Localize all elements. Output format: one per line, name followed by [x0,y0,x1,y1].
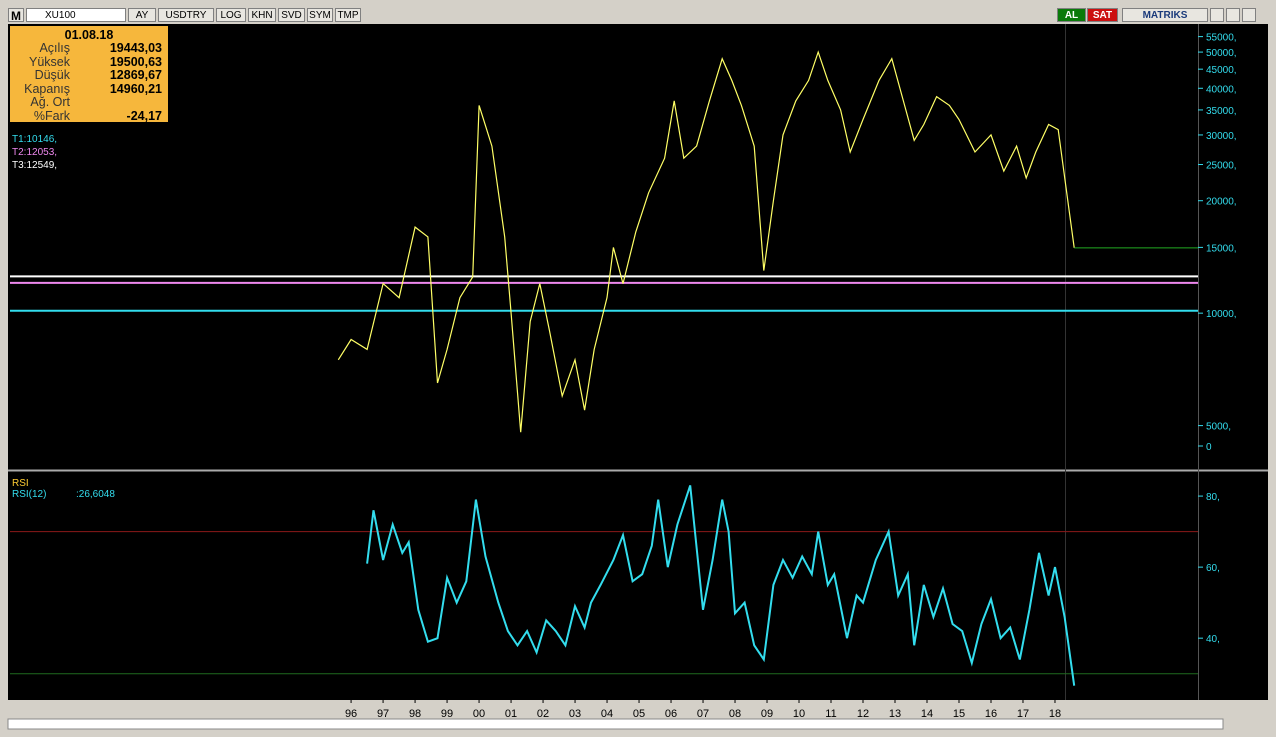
y-tick-label: 40, [1206,634,1220,645]
info-row: Kapanış 14960,21 [10,81,168,97]
info-label: %Fark [33,108,70,123]
y-tick-label: 40000, [1206,84,1237,95]
chart-bg [8,24,1268,700]
symbol-input[interactable]: XU100 [26,8,126,22]
window-button[interactable] [1210,8,1224,22]
info-value: 14960,21 [109,81,162,96]
x-tick-label: 13 [889,708,901,720]
info-label: Düşük [34,68,70,82]
level-label: T3:12549, [12,160,57,171]
info-row: Açılış 19443,03 [10,41,168,56]
level-label: T2:12053, [12,147,57,158]
x-tick-label: 11 [825,708,836,720]
info-label: Kapanış [24,81,70,96]
info-row: %Fark -24,17 [10,108,168,124]
x-tick-label: 18 [1049,708,1061,720]
toolbar-button[interactable]: USDTRY [158,8,214,22]
window-button[interactable] [1242,8,1256,22]
y-tick-label: 60, [1206,563,1220,574]
y-tick-label: 45000, [1206,65,1237,76]
info-box: 01.08.18 Açılış 19443,03 Yüksek 19500,63 Düş… [10,26,168,122]
info-date: 01.08.18 [64,28,114,42]
x-tick-label: 98 [409,708,421,720]
info-value: -24,17 [126,108,162,123]
y-tick-label: 20000, [1206,197,1237,208]
x-tick-label: 99 [441,708,453,720]
x-tick-label: 07 [697,708,709,720]
x-tick-label: 05 [633,708,645,720]
toolbar-button[interactable]: SVD [278,8,305,22]
x-tick-label: 03 [569,708,581,720]
x-tick-label: 10 [793,708,805,720]
x-tick-label: 97 [377,708,389,720]
y-tick-label: 5000, [1206,422,1231,433]
rsi-current: :26,6048 [76,489,115,500]
x-axis-bar [8,700,1268,718]
x-tick-label: 12 [857,708,869,720]
toolbar-button[interactable]: TMP [335,8,361,22]
info-value: 19443,03 [109,41,162,55]
info-label: Yüksek [29,54,70,69]
info-label: Açılış [39,41,70,55]
info-value: 19500,63 [109,54,162,69]
info-label: Ağ. Ort [30,95,70,109]
info-value: 12869,67 [109,68,162,82]
x-tick-label: 08 [729,708,741,720]
sell-button[interactable]: SAT [1087,8,1118,22]
x-tick-label: 14 [921,708,933,720]
x-tick-label: 00 [473,708,485,720]
brand: MATRIKS [1122,8,1208,22]
y-tick-label: 55000, [1206,33,1237,44]
price-line [337,50,1075,433]
x-tick-label: 09 [761,708,773,720]
y-tick-label: 25000, [1206,161,1237,172]
y-tick-label: 80, [1206,492,1220,503]
x-tick-label: 02 [537,708,549,720]
toolbar-button[interactable]: KHN [248,8,276,22]
window-button[interactable] [1226,8,1240,22]
price-line [366,485,1076,686]
x-tick-label: 04 [601,708,613,720]
y-tick-label: 0 [1206,442,1212,453]
scrollbar[interactable] [7,718,1224,730]
x-tick-label: 96 [345,708,357,720]
rsi-name: RSI(12) [12,489,46,500]
buy-button[interactable]: AL [1057,8,1086,22]
x-tick-label: 17 [1017,708,1029,720]
x-tick-label: 16 [985,708,997,720]
toolbar-button[interactable]: SYM [307,8,333,22]
x-tick-label: 06 [665,708,677,720]
y-tick-label: 10000, [1206,309,1237,320]
y-tick-label: 15000, [1206,243,1237,254]
y-tick-label: 30000, [1206,131,1237,142]
rsi-title: RSI [12,478,29,489]
info-row: Yüksek 19500,63 [10,54,168,70]
y-tick-label: 35000, [1206,106,1237,117]
toolbar-button[interactable]: AY [128,8,156,22]
x-tick-label: 15 [953,708,965,720]
x-tick-label: 01 [505,708,517,720]
logo[interactable]: M [8,8,24,23]
info-row: Düşük 12869,67 [10,68,168,83]
y-tick-label: 50000, [1206,48,1237,59]
level-label: T1:10146, [12,134,57,145]
toolbar-button[interactable]: LOG [216,8,246,22]
info-row: Ağ. Ort [10,95,168,110]
